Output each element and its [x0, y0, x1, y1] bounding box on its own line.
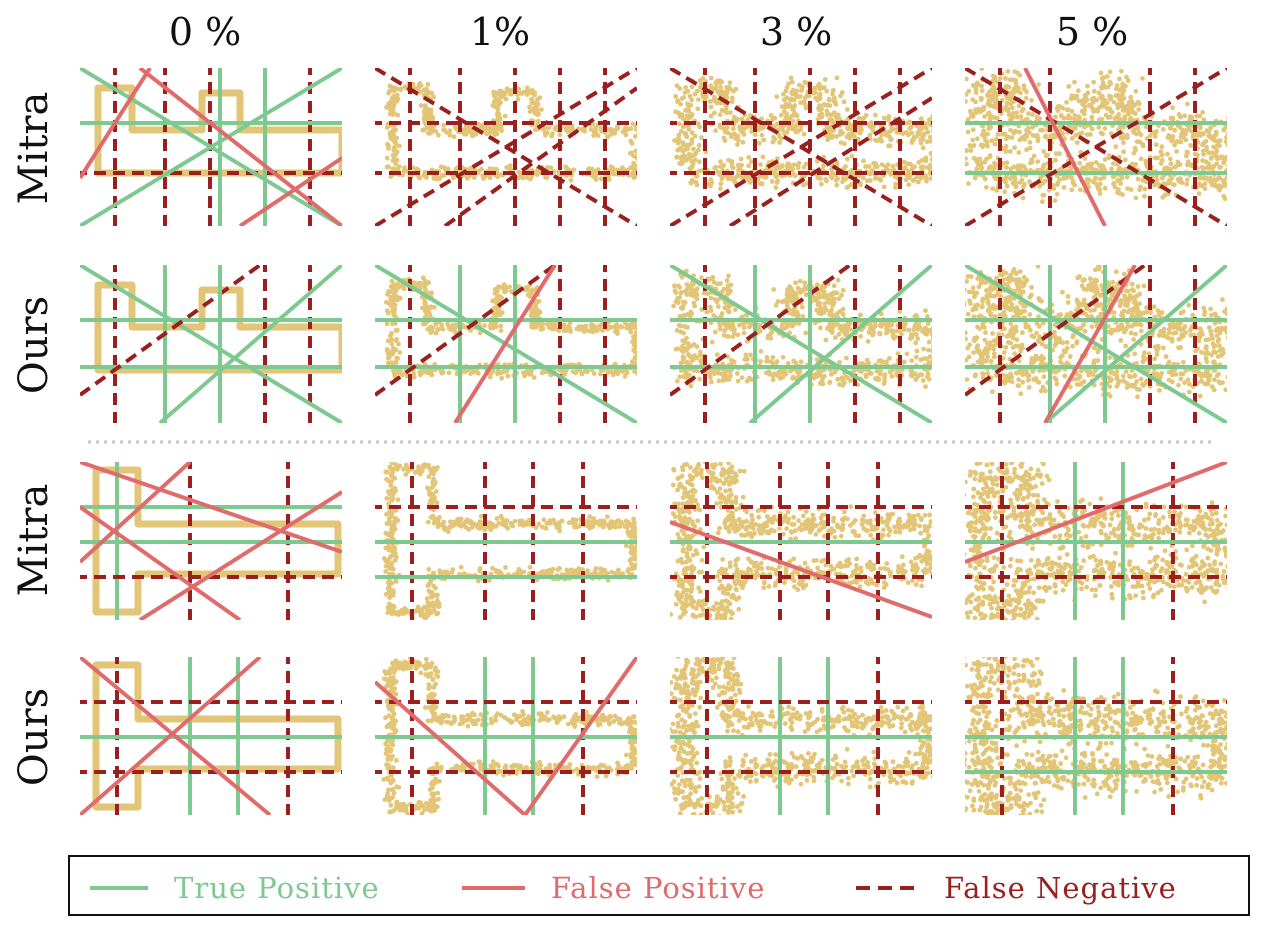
point-cloud [381, 462, 637, 620]
panel-r0-c2 [670, 68, 932, 226]
column-header-1: 1% [470, 10, 530, 54]
panel-r2-c0 [80, 462, 342, 620]
false-positive-line [238, 156, 342, 226]
false-positive-line [375, 680, 527, 815]
legend-label-false-positive: False Positive [551, 871, 765, 905]
false-positive-line [80, 462, 192, 564]
row-label-2: Mitra [11, 484, 57, 597]
false-positive-line [138, 68, 342, 226]
shape-outline [94, 281, 342, 374]
true-positive-line [1043, 265, 1227, 423]
legend: True Positive False Positive False Negat… [68, 855, 1250, 916]
false-positive-line [965, 462, 1227, 564]
false-positive-line [670, 520, 932, 619]
legend-label-false-negative: False Negative [944, 871, 1177, 905]
false-positive-line [1043, 265, 1137, 423]
point-cloud [670, 657, 932, 815]
false-positive-line [1023, 68, 1107, 226]
shape-outline [92, 466, 342, 616]
true-positive-line [965, 265, 1227, 423]
false-positive-line [80, 505, 242, 620]
false-negative-line [965, 68, 1227, 226]
panel-r3-c1 [375, 657, 637, 815]
row-label-0: Mitra [11, 92, 57, 205]
false-positive-line [138, 490, 342, 620]
false-positive-line [80, 657, 262, 815]
false-positive-line [453, 265, 557, 423]
column-header-0: 0 % [169, 10, 241, 54]
panels-grid [80, 68, 1227, 815]
true-positive-line [158, 265, 342, 423]
panel-r0-c1 [375, 68, 637, 226]
true-positive-line [80, 68, 342, 226]
false-positive-line [80, 68, 152, 180]
panel-r1-c3 [965, 265, 1227, 423]
column-header-2: 3 % [760, 10, 832, 54]
row-label-3: Ours [11, 688, 57, 786]
panel-r3-c2 [670, 657, 932, 815]
panel-r2-c1 [375, 462, 637, 620]
panel-r2-c3 [965, 462, 1227, 620]
panel-r0-c0 [80, 68, 342, 226]
point-cloud [965, 657, 1227, 815]
panel-r2-c2 [670, 462, 932, 620]
panel-r1-c1 [375, 265, 637, 423]
panel-r3-c0 [80, 657, 342, 815]
false-positive-line [80, 462, 342, 554]
column-header-3: 5 % [1056, 10, 1128, 54]
row-label-1: Ours [11, 296, 57, 394]
legend-label-true-positive: True Positive [174, 871, 380, 905]
false-positive-line [523, 657, 637, 815]
true-positive-line [80, 265, 342, 423]
false-negative-line [728, 96, 932, 226]
panel-r1-c2 [670, 265, 932, 423]
true-positive-line [670, 265, 932, 423]
panel-r0-c3 [965, 68, 1227, 226]
legend-box [68, 855, 1250, 916]
panel-r1-c0 [80, 265, 342, 423]
false-negative-line [670, 68, 932, 226]
shape-outline [92, 661, 342, 811]
false-negative-line [443, 86, 637, 226]
false-positive-line [80, 657, 272, 815]
true-positive-line [748, 265, 932, 423]
false-negative-line [375, 68, 637, 226]
shape-outline [94, 84, 342, 177]
panel-r3-c3 [965, 657, 1227, 815]
